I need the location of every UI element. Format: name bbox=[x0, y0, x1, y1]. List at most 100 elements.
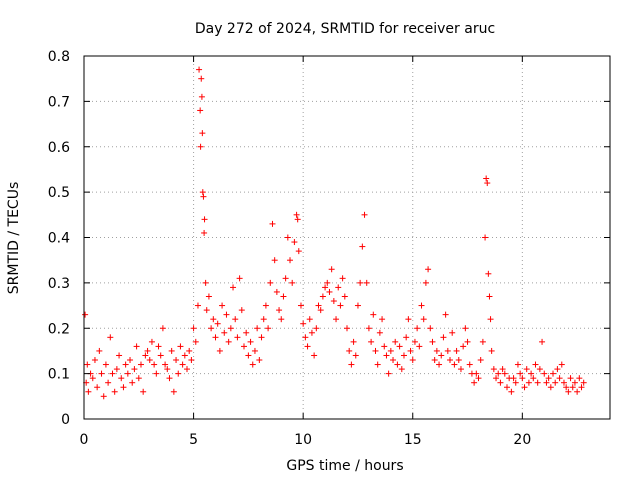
data-point bbox=[451, 361, 458, 368]
data-point bbox=[571, 379, 578, 386]
data-point bbox=[530, 375, 537, 382]
data-point bbox=[352, 352, 359, 359]
data-point bbox=[196, 66, 203, 73]
y-tick-label: 0.8 bbox=[48, 49, 70, 65]
data-point bbox=[124, 370, 131, 377]
y-tick-labels: 0 0.1 0.2 0.3 0.4 0.5 0.6 0.7 0.8 bbox=[48, 49, 70, 428]
data-point bbox=[510, 375, 517, 382]
data-point bbox=[194, 302, 201, 309]
data-point bbox=[521, 384, 528, 391]
data-point bbox=[348, 361, 355, 368]
y-tick-label: 0.2 bbox=[48, 321, 70, 337]
data-point bbox=[98, 370, 105, 377]
data-point bbox=[545, 375, 552, 382]
x-tick-label: 5 bbox=[189, 432, 198, 448]
data-point bbox=[350, 338, 357, 345]
data-point bbox=[475, 375, 482, 382]
data-point bbox=[146, 357, 153, 364]
data-point bbox=[109, 370, 116, 377]
data-point bbox=[238, 307, 245, 314]
data-point bbox=[105, 379, 112, 386]
data-point bbox=[137, 361, 144, 368]
data-point bbox=[427, 325, 434, 332]
data-point bbox=[547, 384, 554, 391]
data-point bbox=[210, 316, 217, 323]
data-point bbox=[578, 384, 585, 391]
data-point bbox=[190, 325, 197, 332]
data-point bbox=[368, 338, 375, 345]
data-point bbox=[170, 388, 177, 395]
data-point bbox=[271, 257, 278, 264]
data-point bbox=[422, 279, 429, 286]
data-point bbox=[200, 193, 207, 200]
data-point bbox=[508, 388, 515, 395]
data-point bbox=[580, 379, 587, 386]
data-point bbox=[563, 384, 570, 391]
data-point bbox=[550, 370, 557, 377]
data-point bbox=[184, 366, 191, 373]
grid-lines bbox=[84, 56, 610, 419]
data-point bbox=[94, 384, 101, 391]
data-point bbox=[405, 316, 412, 323]
data-point bbox=[460, 343, 467, 350]
data-point bbox=[289, 279, 296, 286]
data-point bbox=[523, 366, 530, 373]
data-point bbox=[536, 366, 543, 373]
data-point bbox=[449, 329, 456, 336]
data-point bbox=[466, 361, 473, 368]
data-point bbox=[273, 288, 280, 295]
data-point bbox=[483, 175, 490, 182]
data-point bbox=[333, 316, 340, 323]
y-axis-label: SRMTID / TECUs bbox=[6, 182, 22, 295]
data-point bbox=[166, 375, 173, 382]
data-point bbox=[198, 75, 205, 82]
data-point bbox=[293, 211, 300, 218]
data-point bbox=[387, 347, 394, 354]
data-point bbox=[442, 311, 449, 318]
data-point bbox=[554, 366, 561, 373]
data-point bbox=[414, 325, 421, 332]
data-point bbox=[144, 347, 151, 354]
data-point bbox=[198, 93, 205, 100]
data-point bbox=[398, 366, 405, 373]
data-point bbox=[416, 343, 423, 350]
data-point bbox=[278, 316, 285, 323]
data-point bbox=[453, 347, 460, 354]
data-point bbox=[82, 311, 89, 318]
data-point bbox=[567, 375, 574, 382]
data-point bbox=[341, 293, 348, 300]
plot-frame bbox=[83, 55, 611, 420]
y-tick-label: 0.1 bbox=[48, 367, 70, 383]
data-point bbox=[525, 379, 532, 386]
data-point bbox=[245, 352, 252, 359]
data-point bbox=[495, 370, 502, 377]
data-point bbox=[539, 338, 546, 345]
data-point bbox=[164, 366, 171, 373]
data-point bbox=[407, 347, 414, 354]
data-point bbox=[186, 347, 193, 354]
data-point bbox=[433, 347, 440, 354]
data-point bbox=[354, 302, 361, 309]
data-point bbox=[282, 275, 289, 282]
data-point bbox=[528, 370, 535, 377]
data-point bbox=[418, 302, 425, 309]
data-point bbox=[287, 257, 294, 264]
data-point bbox=[532, 361, 539, 368]
data-point bbox=[280, 293, 287, 300]
data-point bbox=[560, 379, 567, 386]
data-point bbox=[440, 334, 447, 341]
y-tick-label: 0.6 bbox=[48, 140, 70, 156]
data-point bbox=[201, 216, 208, 223]
data-point bbox=[346, 347, 353, 354]
data-point bbox=[403, 334, 410, 341]
data-point bbox=[177, 343, 184, 350]
data-point bbox=[487, 316, 494, 323]
data-point bbox=[153, 370, 160, 377]
data-point bbox=[219, 302, 226, 309]
data-point bbox=[249, 361, 256, 368]
data-point bbox=[262, 302, 269, 309]
data-point bbox=[142, 352, 149, 359]
data-point bbox=[514, 361, 521, 368]
data-point bbox=[330, 298, 337, 305]
data-point bbox=[447, 357, 454, 364]
